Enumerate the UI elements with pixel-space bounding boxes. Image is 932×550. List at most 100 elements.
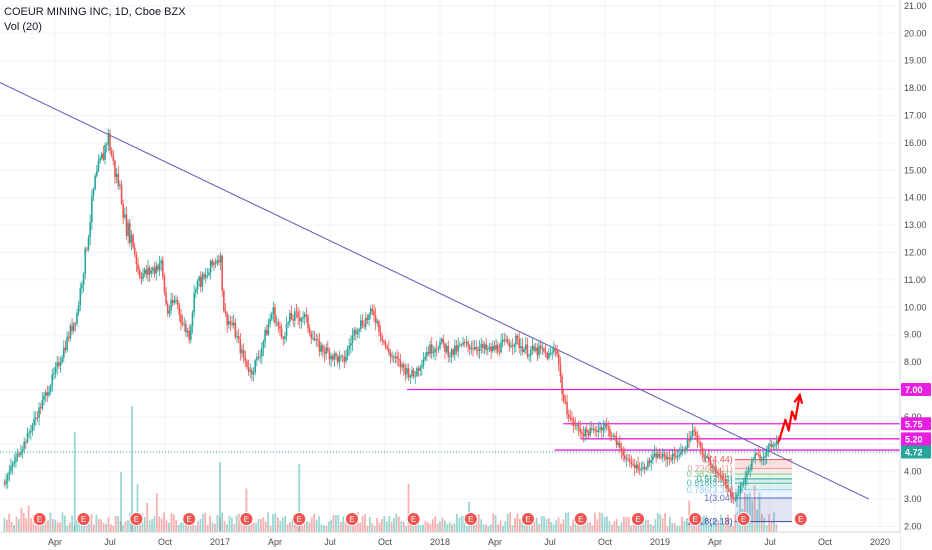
volume-bar bbox=[615, 518, 618, 532]
candle-body bbox=[333, 353, 336, 360]
candle-body bbox=[592, 429, 595, 430]
candle-body bbox=[127, 223, 129, 236]
candle-body bbox=[105, 144, 108, 146]
candle-body bbox=[183, 323, 186, 325]
candle-body bbox=[397, 358, 400, 361]
candle-body bbox=[511, 345, 514, 347]
x-tick-label: Jul bbox=[104, 537, 116, 547]
earnings-marker[interactable]: E bbox=[688, 512, 703, 526]
volume-bar bbox=[535, 518, 538, 532]
candle-body bbox=[444, 343, 446, 352]
candle-body bbox=[346, 348, 349, 356]
volume-bar bbox=[623, 516, 625, 532]
candle-body bbox=[528, 355, 530, 357]
candle-body bbox=[196, 280, 199, 290]
volume-bar bbox=[436, 523, 439, 532]
candle-body bbox=[290, 312, 293, 319]
candle-body bbox=[228, 321, 230, 325]
volume-bar bbox=[364, 514, 366, 532]
volume-bar bbox=[613, 521, 616, 532]
volume-bar bbox=[155, 493, 158, 532]
volume-bar bbox=[756, 509, 758, 532]
candle-body bbox=[559, 364, 562, 376]
volume-bar bbox=[344, 520, 347, 532]
earnings-marker[interactable]: E bbox=[463, 512, 478, 526]
candle-body bbox=[388, 348, 390, 353]
candle-body bbox=[617, 442, 619, 445]
candle-body bbox=[460, 344, 463, 346]
earnings-label: E bbox=[297, 515, 302, 524]
earnings-circle bbox=[736, 512, 751, 526]
earnings-marker[interactable]: E bbox=[76, 512, 91, 526]
candle-body bbox=[591, 428, 593, 430]
fib-level-label: 0(4.44) bbox=[704, 455, 733, 465]
fib-zone bbox=[734, 468, 792, 475]
earnings-marker[interactable]: E bbox=[573, 512, 588, 526]
volume-bar bbox=[330, 519, 332, 532]
earnings-marker[interactable]: E bbox=[793, 512, 808, 526]
earnings-circle bbox=[631, 512, 645, 526]
candle-body bbox=[308, 328, 311, 334]
candle-body bbox=[421, 365, 423, 368]
candle-body bbox=[615, 436, 618, 445]
volume-bar bbox=[751, 500, 754, 532]
earnings-marker[interactable]: E bbox=[406, 512, 421, 526]
candle-body bbox=[122, 203, 124, 218]
volume-bar bbox=[608, 521, 611, 532]
candle-body bbox=[703, 453, 705, 458]
candle-body bbox=[600, 427, 603, 431]
earnings-marker[interactable]: E bbox=[736, 512, 751, 526]
y-tick-label: 19.00 bbox=[904, 56, 927, 66]
trendline[interactable] bbox=[0, 82, 870, 500]
earnings-label: E bbox=[635, 515, 640, 524]
candle-body bbox=[114, 160, 116, 177]
candle-body bbox=[51, 374, 54, 387]
candle-body bbox=[553, 349, 555, 353]
candle-body bbox=[148, 267, 151, 274]
candle-body bbox=[313, 338, 316, 341]
candle-body bbox=[694, 431, 697, 436]
candle-body bbox=[505, 339, 507, 341]
candle-body bbox=[79, 288, 82, 306]
earnings-marker[interactable]: E bbox=[239, 512, 254, 526]
candle-body bbox=[219, 255, 222, 263]
earnings-marker[interactable]: E bbox=[182, 512, 197, 526]
candle-body bbox=[480, 343, 483, 347]
candle-body bbox=[432, 352, 435, 354]
volume-bar bbox=[255, 522, 257, 532]
earnings-marker[interactable]: E bbox=[345, 512, 359, 526]
volume-bar bbox=[460, 515, 463, 532]
earnings-label: E bbox=[349, 515, 354, 524]
volume-bar bbox=[552, 524, 555, 532]
candle-body bbox=[576, 424, 578, 426]
candle-body bbox=[110, 150, 113, 156]
earnings-marker[interactable]: E bbox=[521, 512, 535, 526]
candle-body bbox=[287, 322, 289, 324]
earnings-marker[interactable]: E bbox=[129, 512, 144, 526]
level-tag-5.20 bbox=[901, 432, 931, 446]
y-tick-label: 3.00 bbox=[904, 494, 922, 504]
earnings-marker[interactable]: E bbox=[292, 512, 307, 526]
candle-body bbox=[744, 477, 747, 483]
candle-body bbox=[628, 458, 631, 462]
earnings-marker[interactable]: E bbox=[32, 512, 47, 526]
volume-bar bbox=[368, 516, 371, 532]
candle-body bbox=[317, 339, 319, 341]
candle-body bbox=[723, 478, 725, 481]
candle-body bbox=[430, 344, 433, 354]
candle-body bbox=[462, 342, 464, 345]
volume-bar bbox=[770, 521, 773, 532]
candle-body bbox=[604, 423, 606, 428]
volume-bar bbox=[390, 521, 393, 532]
candle-body bbox=[670, 458, 672, 460]
candle-body bbox=[137, 264, 139, 271]
earnings-marker[interactable]: E bbox=[631, 512, 645, 526]
volume-bar bbox=[572, 519, 574, 532]
earnings-circle bbox=[345, 512, 359, 526]
volume-bar bbox=[168, 522, 170, 532]
volume-bar bbox=[596, 519, 599, 532]
volume-bar bbox=[8, 513, 11, 532]
candle-body bbox=[525, 344, 527, 350]
volume-bar bbox=[627, 517, 630, 532]
